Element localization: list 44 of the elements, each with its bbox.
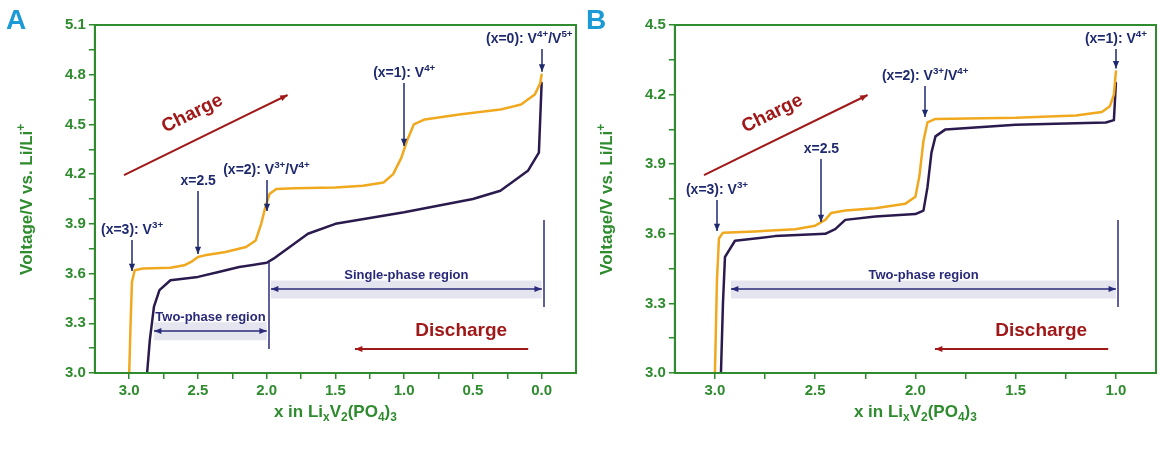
chart-title: B: [586, 4, 607, 35]
x-tick-label: 1.0: [393, 381, 415, 399]
y-tick-label: 3.0: [64, 363, 86, 381]
annotation: x=2.5: [180, 172, 216, 188]
annotation: (x=0): V$^{4+}$/V$^{5+}$: [486, 28, 573, 46]
annotation: (x=2): V$^{3+}$/V$^{4+}$: [881, 65, 969, 83]
y-tick-label: 4.2: [64, 164, 86, 182]
annotation: (x=1): V$^{4+}$: [373, 62, 436, 80]
annotation: (x=3): V$^{3+}$: [100, 218, 164, 237]
x-tick-label: 1.5: [325, 381, 346, 399]
x-axis-title: x in Li$_{x}$V$_{2}$(PO$_{4}$)$_{3}$: [853, 402, 977, 425]
y-tick-label: 4.5: [64, 114, 86, 132]
chart-title: A: [6, 4, 27, 35]
y-tick-label: 3.6: [644, 223, 666, 241]
x-tick-label: 2.5: [804, 381, 826, 399]
x-tick-label: 2.0: [905, 381, 926, 399]
annotation: (x=2): V$^{3+}$/V$^{4+}$: [223, 158, 310, 177]
band-label: Two-phase region: [155, 309, 266, 325]
x-tick-label: 3.0: [118, 381, 140, 399]
y-tick-label: 3.6: [64, 263, 86, 281]
y-tick-label: 4.2: [644, 84, 666, 102]
x-tick-label: 2.0: [256, 381, 278, 399]
y-tick-label: 3.9: [64, 214, 86, 231]
band-label: Two-phase region: [868, 267, 979, 283]
x-tick-label: 1.0: [1105, 381, 1127, 399]
annotation: Discharge: [415, 318, 508, 340]
y-tick-label: 5.1: [64, 15, 86, 33]
annotation: (x=3): V$^{3+}$: [685, 178, 749, 197]
y-tick-label: 3.9: [644, 154, 666, 172]
y-tick-label: 3.0: [644, 363, 666, 381]
y-tick-label: 3.3: [64, 313, 86, 331]
y-tick-label: 3.3: [644, 293, 666, 311]
y-tick-label: 4.5: [644, 15, 666, 33]
y-tick-label: 4.8: [64, 64, 86, 82]
annotation: Discharge: [995, 318, 1088, 340]
x-tick-label: 0.5: [462, 381, 484, 399]
x-axis-title: x in Li$_{x}$V$_{2}$(PO$_{4}$)$_{3}$: [273, 402, 397, 425]
x-tick-label: 3.0: [704, 381, 726, 399]
x-tick-label: 2.5: [187, 381, 209, 399]
x-tick-label: 1.5: [1005, 381, 1027, 399]
annotation: x=2.5: [803, 139, 840, 156]
annotation: (x=1): V$^{4+}$: [1084, 28, 1148, 46]
x-tick-label: 0.0: [531, 381, 553, 399]
band-label: Single-phase region: [344, 267, 469, 283]
